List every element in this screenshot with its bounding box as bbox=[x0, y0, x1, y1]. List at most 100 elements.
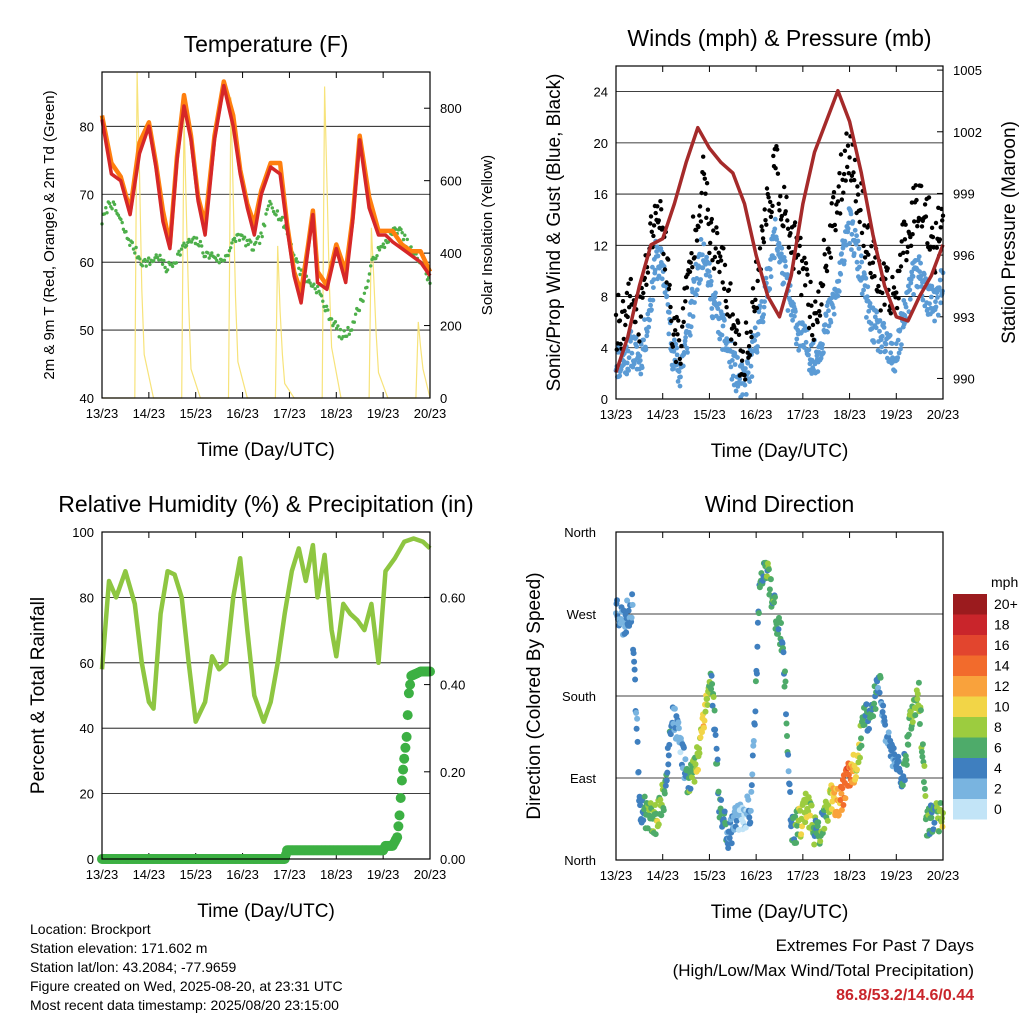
dewpoint-point bbox=[333, 320, 338, 324]
wind-point bbox=[693, 292, 699, 298]
wind-point bbox=[855, 238, 861, 244]
direction-point bbox=[772, 594, 778, 601]
dewpoint-point bbox=[182, 241, 186, 245]
x-tick-label: 16/23 bbox=[226, 406, 259, 421]
direction-point bbox=[766, 586, 773, 593]
direction-point bbox=[748, 788, 755, 795]
gust-point bbox=[822, 252, 827, 257]
wind-point bbox=[927, 301, 932, 306]
wind-point bbox=[865, 284, 871, 290]
y-tick-label: East bbox=[570, 771, 596, 786]
wind-point bbox=[857, 264, 862, 270]
gust-point bbox=[714, 225, 719, 230]
direction-point bbox=[709, 702, 716, 709]
wind-point bbox=[768, 274, 774, 280]
dewpoint-point bbox=[130, 240, 134, 245]
x-tick-label: 20/23 bbox=[927, 868, 960, 883]
legend-label: 12 bbox=[994, 678, 1010, 694]
direction-point bbox=[614, 597, 620, 604]
gust-point bbox=[667, 282, 672, 288]
gust-point bbox=[679, 343, 684, 349]
direction-point bbox=[623, 629, 630, 636]
gust-point bbox=[776, 201, 781, 206]
dewpoint-point bbox=[251, 248, 256, 252]
x-tick-label: 20/23 bbox=[414, 406, 447, 421]
wind-point bbox=[748, 363, 754, 369]
gust-point bbox=[666, 286, 672, 292]
y2-tick-label: 0 bbox=[440, 391, 447, 406]
y-tick-label: 20 bbox=[80, 787, 94, 802]
gust-point bbox=[773, 166, 778, 171]
dewpoint-point bbox=[216, 253, 220, 257]
dewpoint-point bbox=[245, 238, 249, 243]
gust-point bbox=[792, 220, 798, 225]
plot-frame bbox=[615, 65, 944, 400]
direction-point bbox=[930, 826, 937, 833]
wind-point bbox=[706, 269, 712, 274]
wind-point bbox=[916, 254, 922, 259]
wind-point bbox=[859, 291, 865, 297]
winds-pressure-panel: Winds (mph) & Pressure (mb) 13/23 14/23 15/… bbox=[544, 25, 1020, 462]
direction-point bbox=[701, 717, 708, 724]
wind-point bbox=[722, 317, 727, 323]
dewpoint-point bbox=[268, 199, 272, 204]
dewpoint-point bbox=[206, 251, 210, 255]
plot-frame bbox=[615, 531, 944, 861]
gust-point bbox=[746, 344, 752, 349]
dewpoint-point bbox=[319, 294, 324, 298]
gust-point bbox=[831, 195, 836, 200]
chart-title: Winds (mph) & Pressure (mb) bbox=[627, 25, 931, 51]
direction-point bbox=[755, 610, 762, 617]
gust-point bbox=[894, 290, 899, 295]
gust-point bbox=[671, 332, 676, 337]
gust-point bbox=[926, 195, 932, 200]
gust-point bbox=[718, 254, 723, 259]
gust-point bbox=[717, 269, 722, 275]
direction-point bbox=[633, 725, 640, 732]
direction-point bbox=[905, 741, 912, 748]
gust-point bbox=[749, 334, 754, 340]
wind-point bbox=[826, 323, 832, 329]
extremes-box: Extremes For Past 7 Days (High/Low/Max W… bbox=[673, 933, 974, 1008]
wind-point bbox=[698, 237, 704, 242]
direction-point bbox=[775, 626, 782, 633]
dewpoint-point bbox=[337, 335, 341, 339]
gust-point bbox=[743, 377, 748, 382]
wind-point bbox=[767, 286, 773, 292]
y2-axis-label: Station Pressure (Maroon) bbox=[999, 121, 1020, 344]
wind-point bbox=[752, 337, 758, 343]
direction-point bbox=[675, 719, 682, 726]
direction-point bbox=[871, 700, 878, 707]
gust-point bbox=[688, 260, 693, 265]
wind-point bbox=[793, 341, 799, 347]
dewpoint-point bbox=[324, 304, 329, 308]
wind-direction-panel: Wind Direction 13/23 14/23 15/23 16/23 17/23 1… bbox=[524, 491, 959, 923]
y-tick-label: 80 bbox=[80, 590, 94, 605]
dewpoint-series bbox=[100, 199, 432, 341]
wind-point bbox=[762, 299, 767, 304]
wind-point bbox=[864, 315, 869, 320]
gust-point bbox=[803, 261, 809, 266]
gust-point bbox=[732, 341, 738, 346]
dewpoint-point bbox=[104, 206, 108, 210]
y2-tick-label: 200 bbox=[440, 319, 462, 334]
gust-point bbox=[852, 177, 857, 183]
gust-point bbox=[901, 250, 906, 255]
wind-point bbox=[772, 255, 777, 261]
direction-point bbox=[907, 708, 914, 715]
gust-point bbox=[704, 215, 709, 220]
gust-point bbox=[882, 302, 887, 307]
gust-point bbox=[617, 318, 623, 323]
direction-point bbox=[858, 735, 864, 742]
wind-point bbox=[809, 371, 815, 376]
x-tick-label: 14/23 bbox=[133, 867, 166, 882]
dewpoint-point bbox=[400, 231, 404, 235]
gust-point bbox=[813, 299, 818, 304]
gust-point bbox=[937, 237, 943, 242]
direction-point bbox=[922, 793, 929, 799]
wind-point bbox=[646, 324, 652, 330]
wind-point bbox=[651, 285, 656, 290]
gust-point bbox=[734, 328, 739, 333]
direction-point bbox=[708, 672, 715, 679]
legend-label: 20+ bbox=[994, 596, 1018, 612]
